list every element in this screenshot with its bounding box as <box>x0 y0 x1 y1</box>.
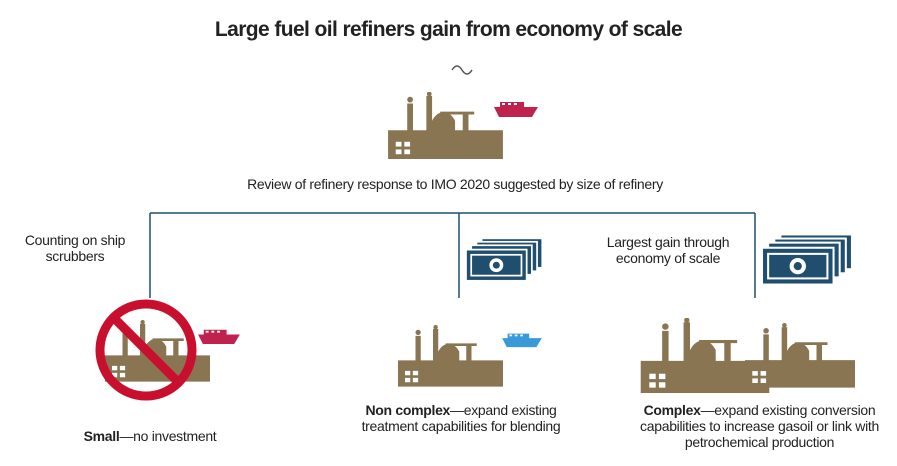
branch-text: Complex—expand existing conversion capab… <box>622 402 897 450</box>
branch-text: Non complex—expand existing treatment ca… <box>336 402 586 434</box>
refinery-icon <box>745 323 855 388</box>
branch-name: Non complex <box>365 402 450 418</box>
branch-name: Small <box>84 428 120 444</box>
branch-name: Complex <box>644 402 701 418</box>
branch-note: Counting on ship scrubbers <box>15 232 135 264</box>
ship-icon <box>502 334 542 348</box>
page: Large fuel oil refiners gain from econom… <box>0 0 897 466</box>
wave-icon <box>452 66 472 74</box>
refinery-icon <box>388 92 503 159</box>
subtitle: Review of refinery response to IMO 2020 … <box>150 176 760 192</box>
cash-icon <box>762 234 852 284</box>
ship-icon <box>494 102 538 117</box>
ship-icon <box>198 330 240 344</box>
branch-note: Largest gain through economy of scale <box>588 234 748 266</box>
cash-icon <box>466 238 542 280</box>
branch-description: —no investment <box>119 428 216 444</box>
branch-text: Small—no investment <box>40 428 260 444</box>
refinery-icon <box>398 325 503 387</box>
title: Large fuel oil refiners gain from econom… <box>0 18 897 42</box>
